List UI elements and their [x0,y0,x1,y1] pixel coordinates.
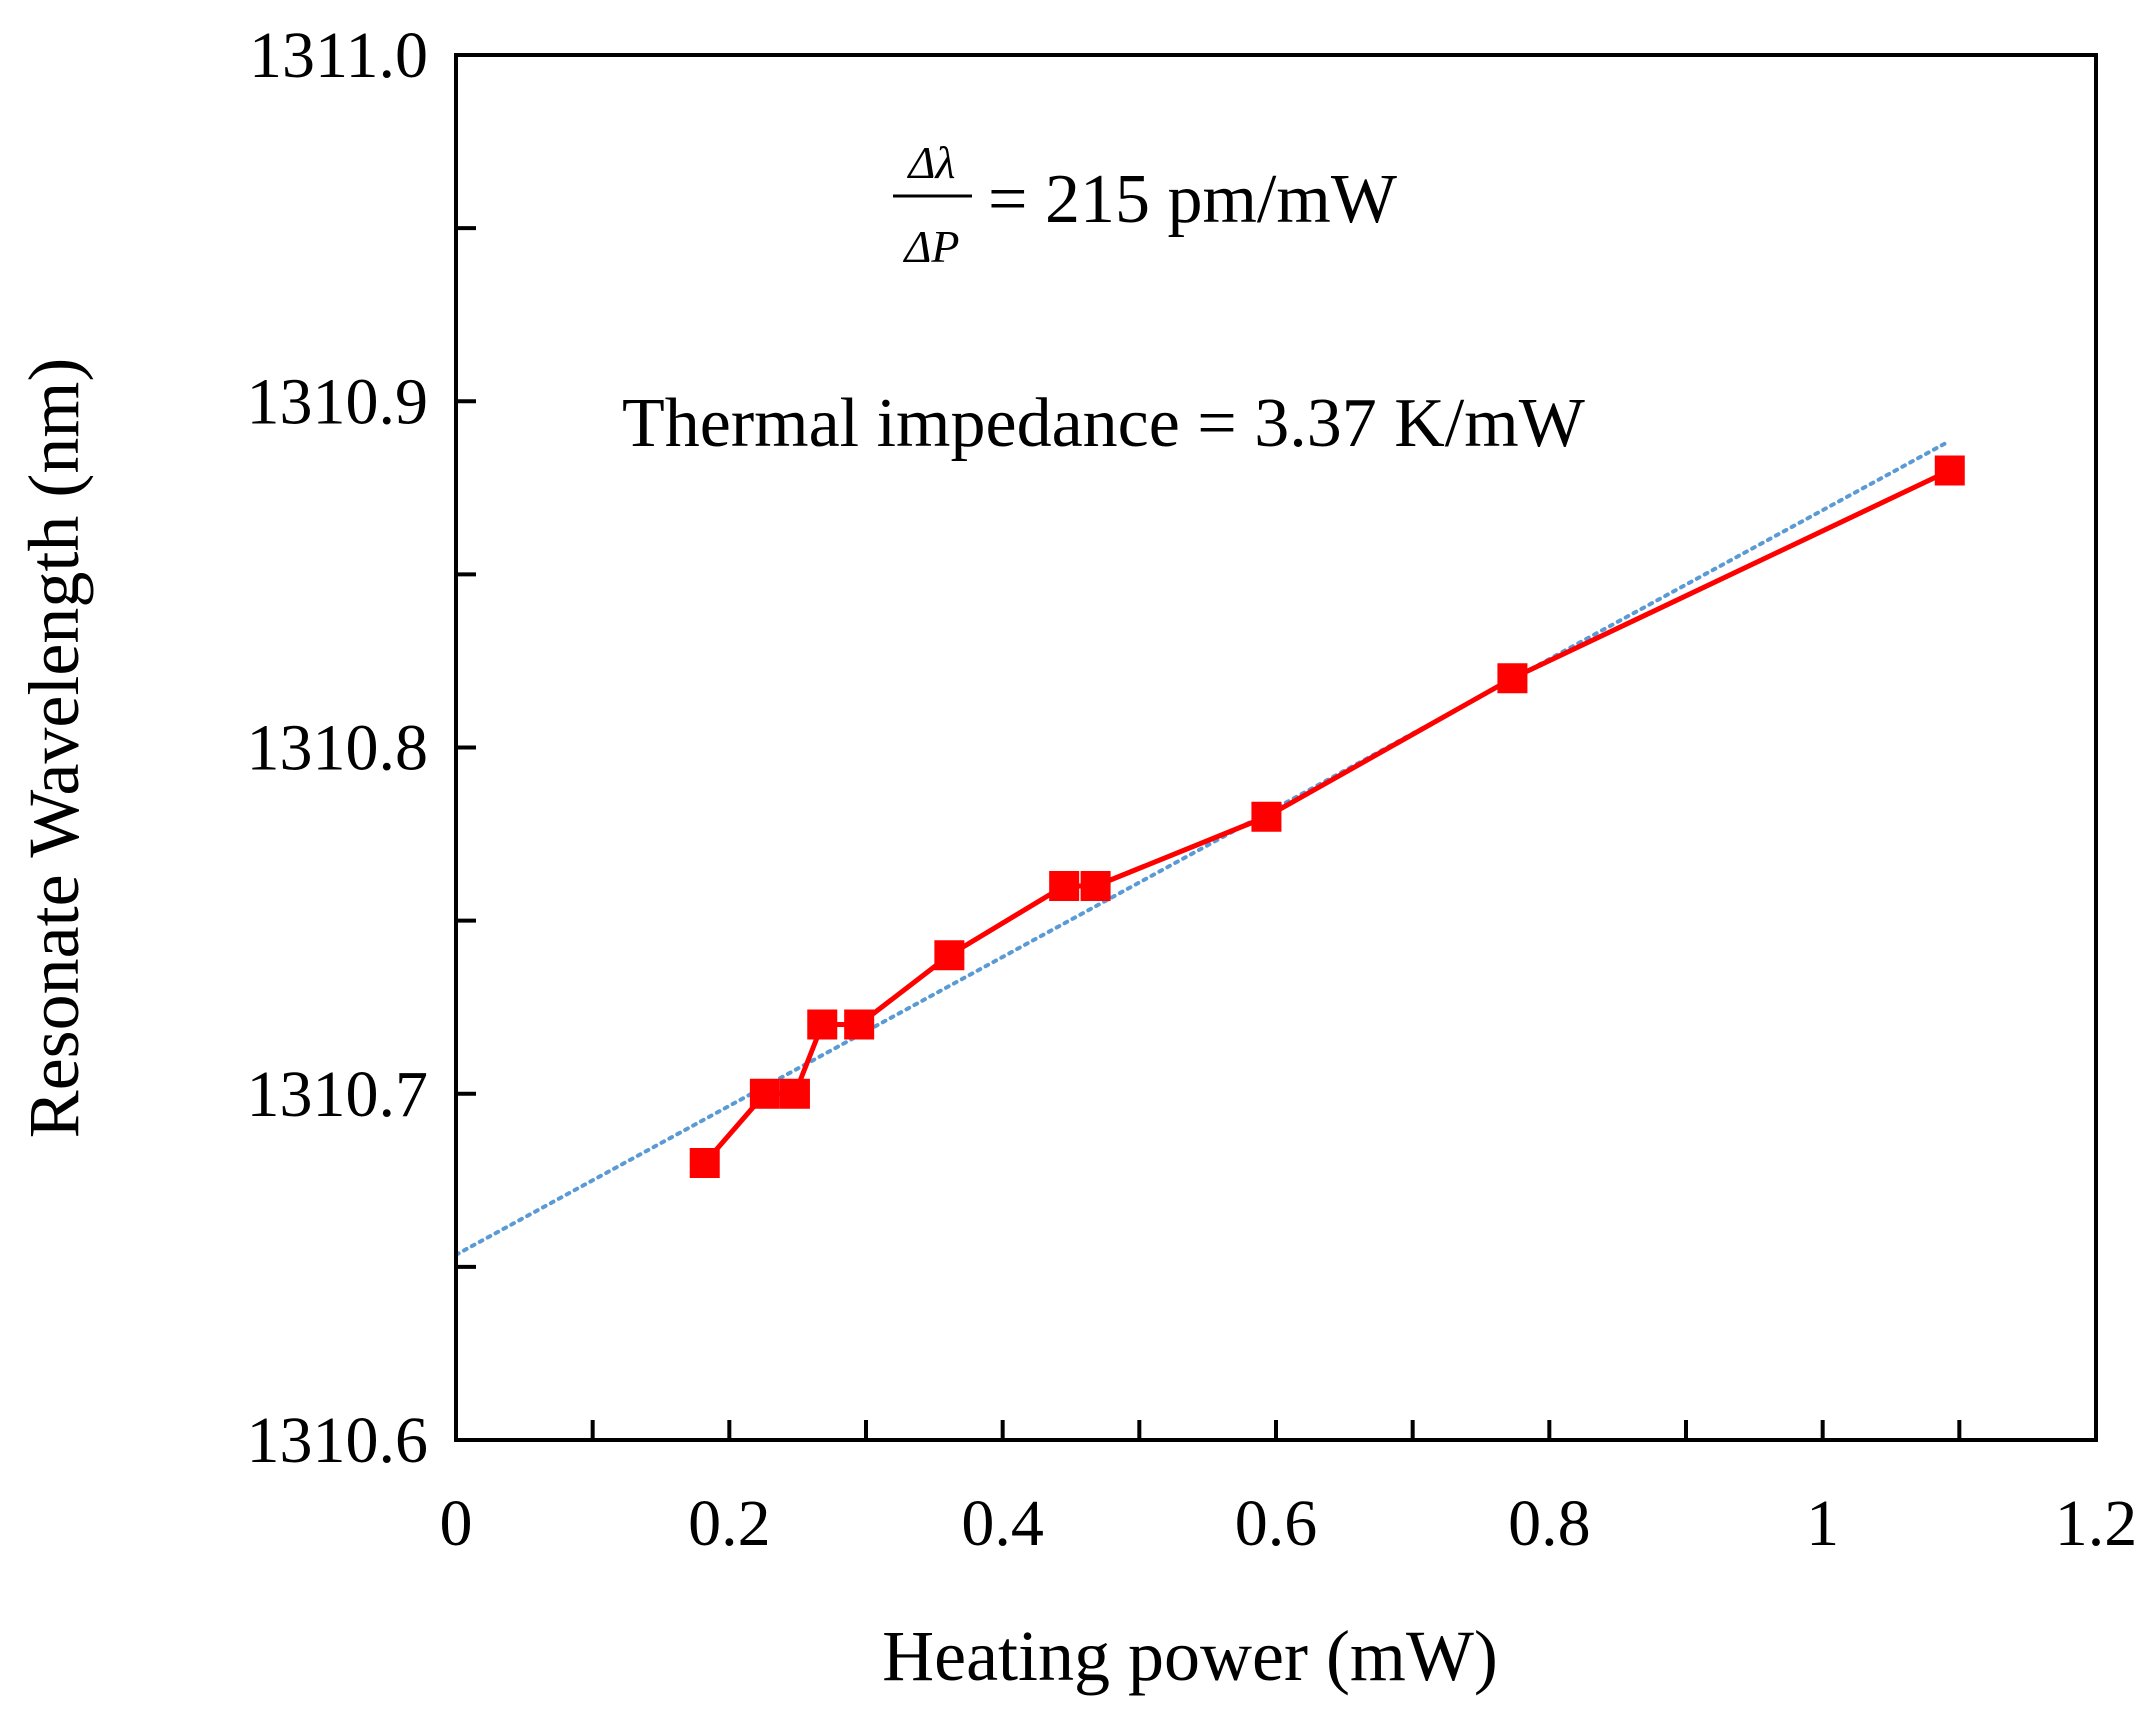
series-layer [454,441,1965,1257]
fit-line [454,441,1948,1257]
data-point [1049,871,1080,901]
slope-denominator: ΔP [902,221,959,272]
ticks-layer: 0 0.2 0.4 0.6 0.8 1 1.2 1310.6 1310.7 1310.8 1310.… [247,19,2138,1560]
data-point [844,1009,875,1040]
plot-frame [454,53,2098,1442]
data-point [749,1078,780,1109]
x-tick-label: 0.2 [688,1487,771,1560]
y-tick-label: 1310.9 [247,365,429,438]
data-point [1080,871,1111,901]
x-tick-label: 1 [1806,1487,1839,1560]
data-point [779,1078,810,1109]
data-point [807,1009,838,1040]
y-tick-label: 1310.6 [247,1404,429,1477]
data-point [1934,455,1965,486]
data-point [689,1148,720,1178]
data-point [1251,801,1282,832]
slope-value: = 215 pm/mW [988,161,1397,238]
data-point [934,940,965,971]
y-tick-label: 1310.7 [247,1058,429,1131]
data-line [702,468,1951,1165]
x-tick-label: 0 [440,1487,473,1560]
y-tick-label: 1310.8 [247,712,429,785]
y-axis-title: Resonate Wavelength (nm) [14,358,94,1139]
x-tick-label: 0.4 [961,1487,1044,1560]
x-tick-label: 1.2 [2055,1487,2138,1560]
data-point [1497,663,1528,694]
x-tick-label: 0.6 [1235,1487,1318,1560]
thermal-impedance-annotation: Thermal impedance = 3.37 K/mW [622,385,1585,462]
x-axis-title: Heating power (mW) [882,1616,1498,1696]
x-tick-label: 0.8 [1508,1487,1591,1560]
y-tick-label: 1311.0 [249,19,428,92]
slope-numerator: Δλ [907,137,956,188]
